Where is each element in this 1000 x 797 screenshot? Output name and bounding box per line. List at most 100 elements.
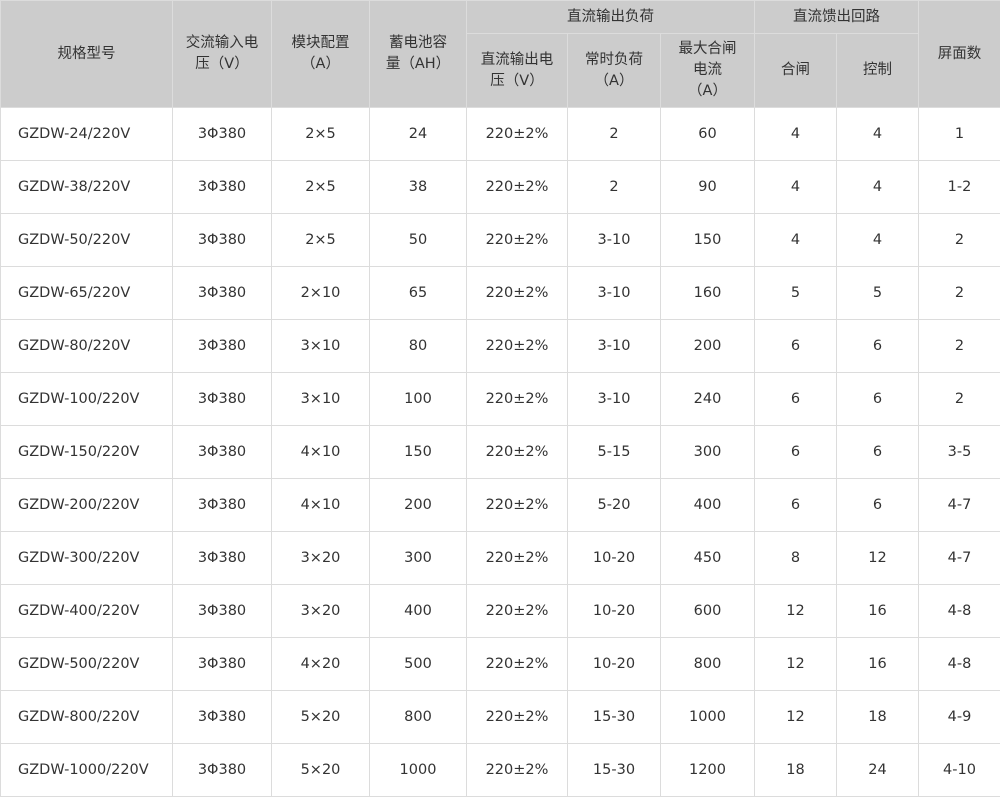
header-dc-load-group: 直流输出负荷 — [467, 1, 755, 34]
cell-ac-voltage: 3Φ380 — [173, 691, 272, 744]
cell-panels: 2 — [919, 320, 1000, 373]
cell-model: GZDW-150/220V — [1, 426, 173, 479]
cell-normal-load: 10-20 — [568, 638, 661, 691]
cell-max-close: 160 — [661, 267, 755, 320]
cell-dc-voltage: 220±2% — [467, 108, 568, 161]
cell-model: GZDW-800/220V — [1, 691, 173, 744]
cell-panels: 2 — [919, 214, 1000, 267]
cell-normal-load: 10-20 — [568, 585, 661, 638]
cell-ac-voltage: 3Φ380 — [173, 161, 272, 214]
cell-normal-load: 2 — [568, 161, 661, 214]
cell-module: 3×20 — [272, 585, 370, 638]
cell-normal-load: 3-10 — [568, 373, 661, 426]
cell-dc-voltage: 220±2% — [467, 532, 568, 585]
cell-panels: 4-8 — [919, 638, 1000, 691]
cell-panels: 4-7 — [919, 479, 1000, 532]
cell-max-close: 450 — [661, 532, 755, 585]
cell-close: 4 — [755, 214, 837, 267]
cell-model: GZDW-500/220V — [1, 638, 173, 691]
cell-max-close: 600 — [661, 585, 755, 638]
cell-close: 4 — [755, 161, 837, 214]
cell-ac-voltage: 3Φ380 — [173, 214, 272, 267]
cell-close: 6 — [755, 426, 837, 479]
header-normal-load: 常时负荷 （A） — [568, 34, 661, 108]
cell-battery: 500 — [370, 638, 467, 691]
cell-dc-voltage: 220±2% — [467, 638, 568, 691]
cell-dc-voltage: 220±2% — [467, 426, 568, 479]
cell-control: 6 — [837, 320, 919, 373]
cell-dc-voltage: 220±2% — [467, 691, 568, 744]
cell-battery: 100 — [370, 373, 467, 426]
cell-close: 8 — [755, 532, 837, 585]
cell-battery: 800 — [370, 691, 467, 744]
cell-battery: 200 — [370, 479, 467, 532]
header-ac-voltage: 交流输入电 压（V） — [173, 1, 272, 108]
cell-control: 6 — [837, 426, 919, 479]
cell-ac-voltage: 3Φ380 — [173, 267, 272, 320]
cell-max-close: 1200 — [661, 744, 755, 797]
cell-normal-load: 15-30 — [568, 691, 661, 744]
cell-panels: 4-9 — [919, 691, 1000, 744]
cell-control: 16 — [837, 638, 919, 691]
cell-panels: 3-5 — [919, 426, 1000, 479]
cell-control: 4 — [837, 161, 919, 214]
cell-battery: 80 — [370, 320, 467, 373]
cell-model: GZDW-1000/220V — [1, 744, 173, 797]
cell-module: 2×10 — [272, 267, 370, 320]
cell-dc-voltage: 220±2% — [467, 320, 568, 373]
header-module: 模块配置 （A） — [272, 1, 370, 108]
cell-close: 12 — [755, 638, 837, 691]
cell-module: 2×5 — [272, 214, 370, 267]
cell-model: GZDW-80/220V — [1, 320, 173, 373]
cell-ac-voltage: 3Φ380 — [173, 638, 272, 691]
cell-module: 4×20 — [272, 638, 370, 691]
cell-dc-voltage: 220±2% — [467, 585, 568, 638]
cell-model: GZDW-50/220V — [1, 214, 173, 267]
cell-module: 3×20 — [272, 532, 370, 585]
cell-model: GZDW-400/220V — [1, 585, 173, 638]
header-close: 合闸 — [755, 34, 837, 108]
cell-battery: 50 — [370, 214, 467, 267]
cell-dc-voltage: 220±2% — [467, 744, 568, 797]
cell-ac-voltage: 3Φ380 — [173, 744, 272, 797]
cell-close: 6 — [755, 479, 837, 532]
cell-battery: 400 — [370, 585, 467, 638]
cell-ac-voltage: 3Φ380 — [173, 585, 272, 638]
cell-control: 6 — [837, 479, 919, 532]
cell-max-close: 200 — [661, 320, 755, 373]
cell-dc-voltage: 220±2% — [467, 161, 568, 214]
cell-normal-load: 2 — [568, 108, 661, 161]
cell-ac-voltage: 3Φ380 — [173, 532, 272, 585]
cell-panels: 1-2 — [919, 161, 1000, 214]
cell-model: GZDW-38/220V — [1, 161, 173, 214]
cell-model: GZDW-300/220V — [1, 532, 173, 585]
cell-close: 18 — [755, 744, 837, 797]
cell-battery: 1000 — [370, 744, 467, 797]
cell-normal-load: 10-20 — [568, 532, 661, 585]
cell-module: 3×10 — [272, 373, 370, 426]
header-model: 规格型号 — [1, 1, 173, 108]
header-max-close: 最大合闸 电流 （A） — [661, 34, 755, 108]
cell-dc-voltage: 220±2% — [467, 373, 568, 426]
cell-model: GZDW-200/220V — [1, 479, 173, 532]
cell-ac-voltage: 3Φ380 — [173, 426, 272, 479]
cell-ac-voltage: 3Φ380 — [173, 479, 272, 532]
cell-control: 12 — [837, 532, 919, 585]
cell-control: 18 — [837, 691, 919, 744]
cell-control: 6 — [837, 373, 919, 426]
cell-max-close: 90 — [661, 161, 755, 214]
cell-max-close: 400 — [661, 479, 755, 532]
cell-max-close: 240 — [661, 373, 755, 426]
cell-dc-voltage: 220±2% — [467, 267, 568, 320]
cell-max-close: 300 — [661, 426, 755, 479]
